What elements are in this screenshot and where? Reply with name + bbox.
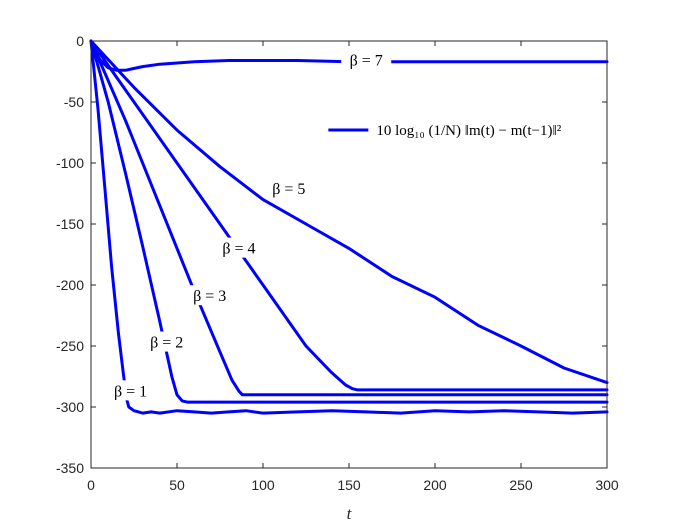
y-tick-label: -350 xyxy=(56,460,84,476)
annotation-background xyxy=(341,49,392,70)
ticks-layer: 0 50 100 150 200 250 300 0 -50 -100 -150 -200 -250 -3… xyxy=(56,33,619,493)
series-annotation: β = 7 xyxy=(350,53,383,70)
annotation-background xyxy=(184,285,235,306)
y-tick-label: -50 xyxy=(64,94,84,110)
series-line-6 xyxy=(89,39,609,72)
annotation-background xyxy=(213,237,264,258)
plot-area xyxy=(91,41,607,468)
x-tick-label: 0 xyxy=(87,477,95,493)
y-tick-label: -100 xyxy=(56,155,84,171)
series-annotation: β = 5 xyxy=(272,181,305,198)
legend: 10 log₁₀ (1/N) ‖m(t) − m(t−1)‖² xyxy=(328,123,562,139)
series-annotation: β = 2 xyxy=(150,335,183,352)
x-tick-label: 100 xyxy=(251,477,275,493)
annotation-background xyxy=(263,177,314,198)
x-axis-label: t xyxy=(347,504,353,523)
y-tick-label: -150 xyxy=(56,216,84,232)
series-annotation: β = 4 xyxy=(222,241,255,258)
series-line-5 xyxy=(89,39,609,385)
series-line-4 xyxy=(89,39,609,392)
y-tick-label: -250 xyxy=(56,338,84,354)
series-annotation: β = 3 xyxy=(193,288,226,305)
series-line-2 xyxy=(89,39,609,404)
x-tick-label: 200 xyxy=(423,477,447,493)
series-line-1 xyxy=(89,39,609,415)
annotation-background xyxy=(141,331,192,352)
annotation-background xyxy=(105,380,156,401)
y-tick-label: -300 xyxy=(56,399,84,415)
y-tick-label: 0 xyxy=(76,33,84,49)
x-tick-label: 50 xyxy=(169,477,185,493)
x-tick-label: 150 xyxy=(337,477,361,493)
annotation-layer: β = 7 β = 5 β = 4 β = 3 β = 2 β = 1 xyxy=(105,49,392,401)
series-line-3 xyxy=(89,39,609,397)
legend-label: 10 log₁₀ (1/N) ‖m(t) − m(t−1)‖² xyxy=(376,123,561,139)
y-tick-label: -200 xyxy=(56,277,84,293)
x-tick-label: 250 xyxy=(509,477,533,493)
series-layer xyxy=(89,39,609,415)
series-annotation: β = 1 xyxy=(114,383,147,400)
x-tick-label: 300 xyxy=(595,477,619,493)
